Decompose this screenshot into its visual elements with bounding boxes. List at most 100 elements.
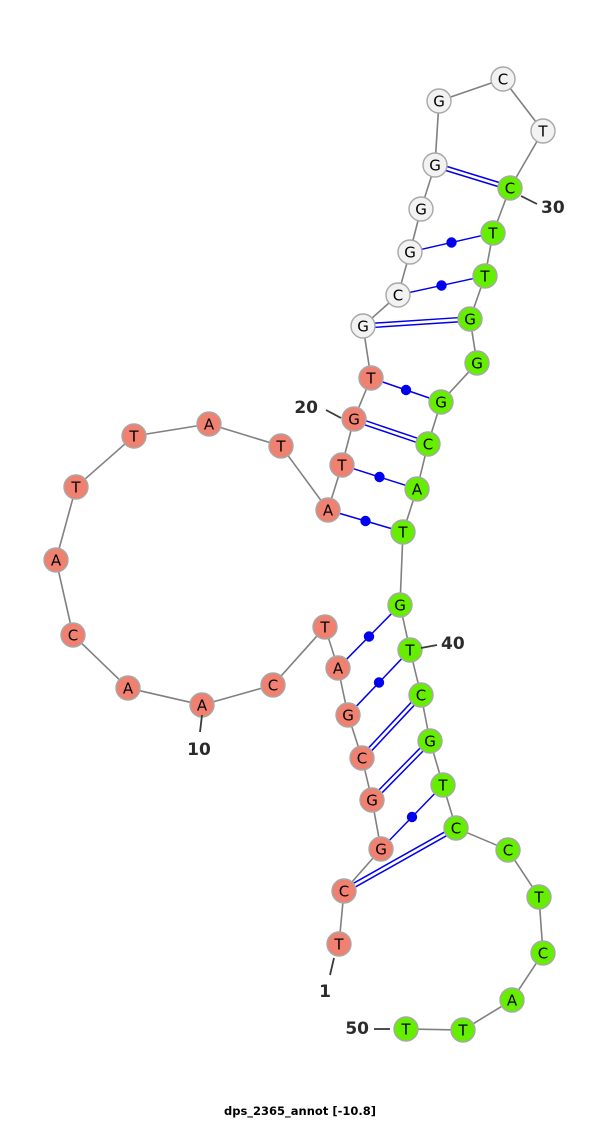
residue-node[interactable]: T bbox=[329, 452, 355, 478]
residue-node[interactable]: T bbox=[312, 614, 338, 640]
residue-node[interactable]: G bbox=[426, 88, 452, 114]
residue-circle[interactable] bbox=[189, 692, 215, 718]
residue-node[interactable]: C bbox=[60, 622, 86, 648]
residue-node[interactable]: G bbox=[422, 152, 448, 178]
residue-circle[interactable] bbox=[359, 787, 385, 813]
residue-node[interactable]: C bbox=[443, 815, 469, 841]
residue-node[interactable]: C bbox=[331, 878, 357, 904]
residue-node[interactable]: C bbox=[408, 682, 434, 708]
residue-circle[interactable] bbox=[457, 306, 483, 332]
residue-circle[interactable] bbox=[326, 931, 352, 957]
residue-node[interactable]: T bbox=[326, 931, 352, 957]
residue-node[interactable]: A bbox=[404, 476, 430, 502]
residue-node[interactable]: A bbox=[499, 987, 525, 1013]
residue-circle[interactable] bbox=[430, 772, 456, 798]
residue-circle[interactable] bbox=[43, 547, 69, 573]
residue-circle[interactable] bbox=[408, 196, 434, 222]
residue-circle[interactable] bbox=[260, 672, 286, 698]
residue-circle[interactable] bbox=[464, 350, 490, 376]
residue-node[interactable]: G bbox=[417, 728, 443, 754]
residue-node[interactable]: T bbox=[526, 884, 552, 910]
residue-circle[interactable] bbox=[60, 622, 86, 648]
residue-circle[interactable] bbox=[349, 745, 375, 771]
residue-node[interactable]: G bbox=[341, 406, 367, 432]
residue-circle[interactable] bbox=[350, 313, 376, 339]
residue-node[interactable]: T bbox=[358, 365, 384, 391]
residue-circle[interactable] bbox=[450, 1017, 476, 1043]
residue-circle[interactable] bbox=[312, 614, 338, 640]
residue-node[interactable]: G bbox=[335, 702, 361, 728]
residue-circle[interactable] bbox=[315, 497, 341, 523]
residue-circle[interactable] bbox=[331, 878, 357, 904]
residue-circle[interactable] bbox=[426, 88, 452, 114]
residue-node[interactable]: A bbox=[196, 411, 222, 437]
residue-circle[interactable] bbox=[385, 282, 411, 308]
residue-node[interactable]: A bbox=[43, 547, 69, 573]
residue-circle[interactable] bbox=[443, 815, 469, 841]
residue-circle[interactable] bbox=[530, 940, 556, 966]
residue-circle[interactable] bbox=[358, 365, 384, 391]
residue-circle[interactable] bbox=[115, 675, 141, 701]
residue-circle[interactable] bbox=[387, 592, 413, 618]
residue-node[interactable]: T bbox=[393, 1016, 419, 1042]
residue-circle[interactable] bbox=[63, 474, 89, 500]
residue-node[interactable]: G bbox=[387, 592, 413, 618]
residue-node[interactable]: C bbox=[490, 66, 516, 92]
residue-circle[interactable] bbox=[422, 152, 448, 178]
residue-circle[interactable] bbox=[404, 476, 430, 502]
residue-circle[interactable] bbox=[480, 220, 506, 246]
residue-node[interactable]: T bbox=[450, 1017, 476, 1043]
residue-circle[interactable] bbox=[335, 702, 361, 728]
residue-circle[interactable] bbox=[196, 411, 222, 437]
residue-circle[interactable] bbox=[490, 66, 516, 92]
residue-node[interactable]: G bbox=[408, 196, 434, 222]
residue-circle[interactable] bbox=[428, 389, 454, 415]
residue-node[interactable]: C bbox=[497, 175, 523, 201]
residue-circle[interactable] bbox=[393, 1016, 419, 1042]
residue-circle[interactable] bbox=[397, 637, 423, 663]
residue-node[interactable]: C bbox=[349, 745, 375, 771]
residue-node[interactable]: G bbox=[368, 836, 394, 862]
residue-node[interactable]: C bbox=[260, 672, 286, 698]
residue-node[interactable]: G bbox=[397, 239, 423, 265]
residue-node[interactable]: T bbox=[430, 772, 456, 798]
residue-node[interactable]: C bbox=[495, 837, 521, 863]
residue-node[interactable]: A bbox=[115, 675, 141, 701]
residue-node[interactable]: G bbox=[428, 389, 454, 415]
residue-node[interactable]: T bbox=[390, 519, 416, 545]
residue-node[interactable]: G bbox=[350, 313, 376, 339]
residue-circle[interactable] bbox=[368, 836, 394, 862]
residue-node[interactable]: G bbox=[457, 306, 483, 332]
residue-circle[interactable] bbox=[397, 239, 423, 265]
residue-node[interactable]: T bbox=[121, 423, 147, 449]
residue-node[interactable]: T bbox=[63, 474, 89, 500]
residue-node[interactable]: G bbox=[464, 350, 490, 376]
residue-node[interactable]: A bbox=[315, 497, 341, 523]
residue-circle[interactable] bbox=[390, 519, 416, 545]
residue-node[interactable]: A bbox=[189, 692, 215, 718]
residue-circle[interactable] bbox=[268, 433, 294, 459]
residue-node[interactable]: C bbox=[530, 940, 556, 966]
residue-circle[interactable] bbox=[341, 406, 367, 432]
residue-node[interactable]: T bbox=[472, 263, 498, 289]
residue-circle[interactable] bbox=[497, 175, 523, 201]
residue-circle[interactable] bbox=[526, 884, 552, 910]
residue-node[interactable]: T bbox=[480, 220, 506, 246]
residue-node[interactable]: C bbox=[385, 282, 411, 308]
residue-node[interactable]: T bbox=[530, 118, 556, 144]
residue-node[interactable]: A bbox=[325, 655, 351, 681]
residue-node[interactable]: G bbox=[359, 787, 385, 813]
residue-circle[interactable] bbox=[325, 655, 351, 681]
residue-circle[interactable] bbox=[121, 423, 147, 449]
residue-node[interactable]: T bbox=[268, 433, 294, 459]
residue-circle[interactable] bbox=[417, 728, 443, 754]
residue-circle[interactable] bbox=[530, 118, 556, 144]
residue-circle[interactable] bbox=[495, 837, 521, 863]
residue-circle[interactable] bbox=[499, 987, 525, 1013]
residue-node[interactable]: C bbox=[415, 431, 441, 457]
residue-circle[interactable] bbox=[408, 682, 434, 708]
residue-circle[interactable] bbox=[472, 263, 498, 289]
residue-circle[interactable] bbox=[329, 452, 355, 478]
residue-circle[interactable] bbox=[415, 431, 441, 457]
residue-node[interactable]: T bbox=[397, 637, 423, 663]
